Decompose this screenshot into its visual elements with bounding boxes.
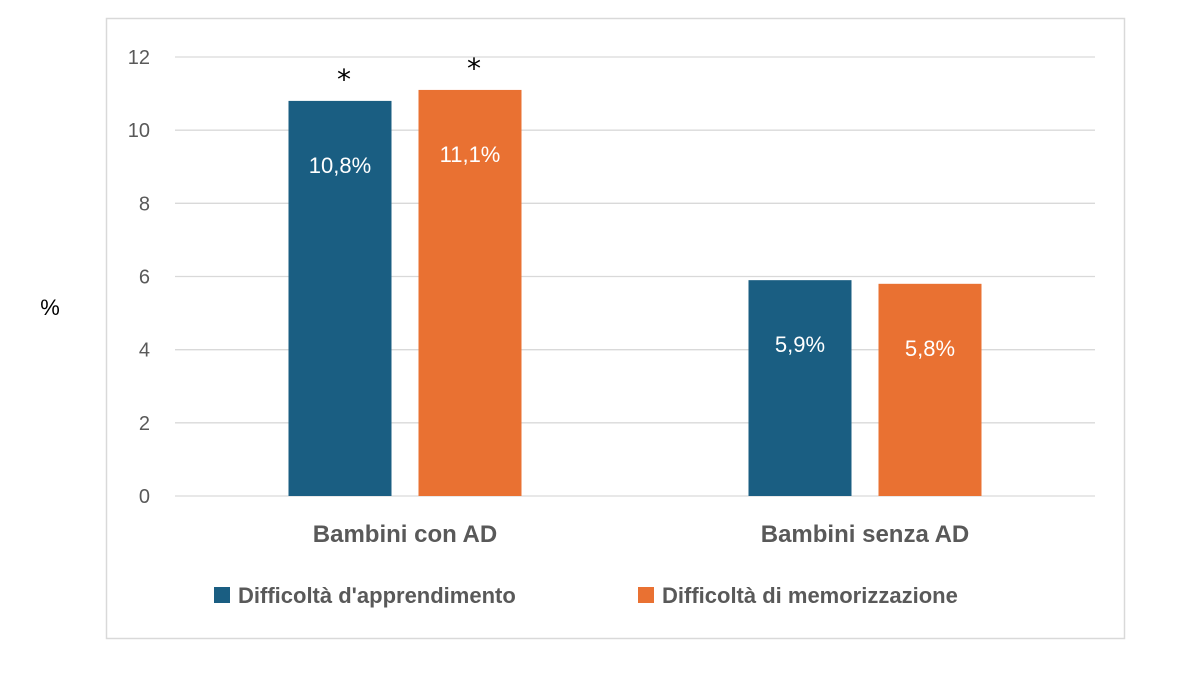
- significance-marker: *: [337, 63, 351, 96]
- y-tick-label: 10: [128, 120, 150, 142]
- bars: 10,8% * 11,1% * 5,9% 5,8%: [288, 52, 982, 497]
- bar: [878, 283, 982, 496]
- y-tick-label: 12: [128, 47, 150, 69]
- legend: Difficoltà d'apprendimento Difficoltà di …: [214, 583, 958, 608]
- bar: [418, 89, 522, 497]
- y-axis-ticks: 0 2 4 6 8 10 12: [128, 47, 150, 508]
- legend-label: Difficoltà d'apprendimento: [238, 583, 516, 608]
- y-tick-label: 0: [139, 486, 150, 508]
- x-category-label: Bambini senza AD: [761, 521, 970, 548]
- legend-swatch: [638, 587, 654, 603]
- x-category-label: Bambini con AD: [313, 521, 497, 548]
- data-label: 5,9%: [775, 332, 825, 357]
- data-label: 10,8%: [309, 153, 371, 178]
- y-tick-label: 6: [139, 267, 150, 289]
- y-tick-label: 8: [139, 193, 150, 215]
- legend-swatch: [214, 587, 230, 603]
- x-axis-categories: Bambini con AD Bambini senza AD: [313, 521, 969, 548]
- data-label: 11,1%: [440, 142, 501, 167]
- y-tick-label: 4: [139, 340, 150, 362]
- bar: [748, 280, 852, 496]
- data-label: 5,8%: [905, 336, 955, 361]
- bar: [288, 100, 392, 497]
- y-tick-label: 2: [139, 413, 150, 435]
- y-axis-label: %: [40, 295, 60, 320]
- legend-label: Difficoltà di memorizzazione: [662, 583, 958, 608]
- significance-marker: *: [467, 52, 481, 85]
